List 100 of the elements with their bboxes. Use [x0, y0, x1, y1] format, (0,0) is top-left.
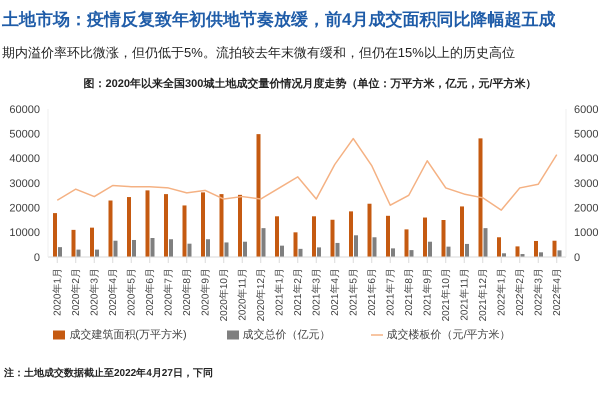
bar [76, 250, 80, 257]
bar [262, 228, 266, 257]
y2-tick-label: 5000 [574, 128, 598, 141]
bar [53, 213, 57, 257]
x-tick-label: 2021年8月 [402, 268, 414, 316]
y2-tick-label: 1000 [574, 227, 598, 240]
bar [150, 238, 154, 257]
bar [90, 228, 94, 257]
x-tick-label: 2020年3月 [88, 268, 100, 316]
x-tick-label: 2020年10月 [217, 268, 230, 322]
bar [391, 248, 395, 257]
bar [484, 228, 488, 257]
text: 注：土地成交数据截止至2022年4月27日，下同 [4, 366, 213, 380]
bar [410, 250, 414, 257]
x-tick-label: 2020年12月 [254, 268, 266, 322]
y-tick-label: 0 [34, 252, 40, 264]
bar [256, 134, 260, 257]
bar [552, 240, 556, 257]
y-tick-label: 60000 [9, 104, 40, 116]
x-tick-label: 2021年5月 [346, 268, 359, 316]
bar [330, 220, 334, 257]
bar [294, 232, 298, 257]
bar [298, 248, 302, 257]
bar [465, 244, 469, 257]
bar [428, 242, 432, 257]
x-tick-label: 2020年2月 [69, 268, 82, 316]
x-tick-label: 2020年11月 [236, 268, 248, 321]
y2-tick-label: 3000 [574, 178, 598, 190]
bar [446, 246, 450, 257]
bar [220, 194, 224, 257]
bar [404, 229, 408, 257]
bar [95, 250, 99, 257]
x-tick-label: 2021年2月 [291, 268, 304, 316]
text: 图：2020年以来全国300城土地成交量价情况月度走势（单位：万平方米，亿元，元/平方米） [82, 76, 538, 91]
x-tick-label: 2021年10月 [439, 268, 452, 322]
x-tick-label: 2021年12月 [476, 268, 488, 322]
bar [146, 190, 150, 257]
bar [312, 216, 316, 257]
y2-tick-label: 4000 [574, 153, 598, 166]
y-tick-label: 50000 [9, 128, 40, 141]
y2-tick-label: 2000 [574, 202, 598, 215]
bar [534, 240, 538, 257]
bar [478, 138, 482, 257]
x-tick-label: 2020年1月 [50, 268, 63, 316]
x-tick-label: 2020年6月 [143, 268, 156, 316]
bar [349, 211, 353, 257]
x-tick-label: 2022年3月 [532, 268, 544, 316]
bar [317, 247, 321, 257]
bar [558, 250, 562, 257]
line-series [56, 138, 558, 211]
bar [224, 242, 228, 257]
bar [386, 216, 390, 257]
y-tick-label: 40000 [9, 153, 40, 166]
bar [372, 237, 376, 257]
x-tick-label: 2021年1月 [272, 268, 285, 316]
x-tick-label: 2020年5月 [124, 268, 137, 316]
x-tick-label: 2022年4月 [550, 268, 562, 316]
bar [460, 206, 464, 257]
chart-subtitle: 期内溢价率环比微涨，但仍低于5%。流拍较去年末微有缓和，但仍在15%以上的历史高位 [2, 44, 515, 62]
bar [275, 216, 279, 257]
bar [368, 204, 372, 257]
bar [238, 194, 242, 257]
x-tick-label: 2021年6月 [365, 268, 378, 316]
legend-label: 成交建筑面积(万平方米) [69, 329, 187, 341]
bar [497, 237, 501, 257]
bar [336, 242, 340, 257]
bar [243, 242, 247, 257]
x-tick-label: 2022年2月 [513, 268, 526, 316]
x-tick-label: 2022年1月 [494, 268, 507, 316]
bar [206, 239, 210, 257]
bar [280, 246, 284, 257]
x-tick-label: 2021年11月 [458, 268, 470, 321]
y-tick-label: 10000 [9, 227, 40, 240]
y-tick-label: 20000 [9, 202, 40, 215]
x-tick-label: 2021年9月 [420, 268, 433, 316]
chart-title: 土地市场：疫情反复致年初供地节奏放缓，前4月成交面积同比降幅超五成 [2, 9, 556, 31]
y-tick-label: 30000 [9, 178, 40, 190]
x-tick-label: 2021年7月 [384, 268, 396, 316]
legend-label: 成交楼板价（元/平方米） [386, 329, 511, 341]
bar [201, 192, 205, 257]
bar [188, 244, 192, 257]
legend-label: 成交总价（亿元） [242, 329, 331, 341]
bar [127, 197, 131, 257]
x-tick-label: 2020年9月 [198, 268, 211, 316]
bar [423, 218, 427, 257]
bar [182, 205, 186, 257]
bar [164, 194, 168, 257]
x-tick-label: 2020年4月 [106, 268, 118, 316]
bar [114, 240, 118, 257]
y2-tick-label: 6000 [574, 104, 598, 116]
bar [58, 247, 62, 257]
bar [169, 239, 173, 257]
bar [132, 240, 136, 257]
bar [108, 200, 112, 257]
y2-tick-label: 0 [574, 252, 580, 264]
bar [72, 230, 76, 257]
x-tick-label: 2021年4月 [328, 268, 340, 316]
bar [354, 235, 358, 257]
x-tick-label: 2020年8月 [180, 268, 192, 316]
x-tick-label: 2020年7月 [162, 268, 174, 316]
